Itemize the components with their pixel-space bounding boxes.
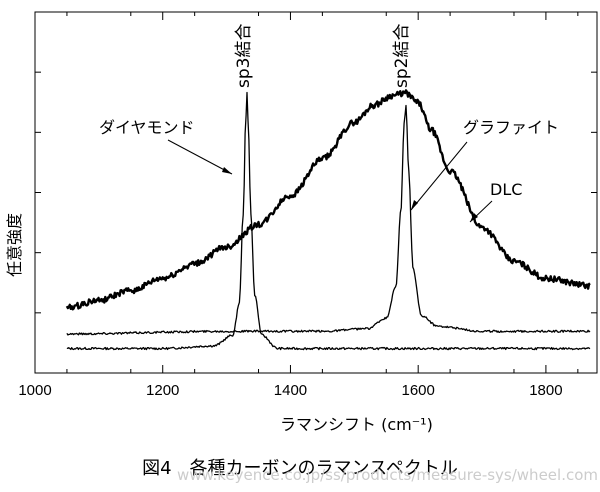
x-axis-label: ラマンシフト (cm⁻¹): [280, 415, 433, 434]
watermark: www.keyence.co.jp/ss/products/measure-sy…: [177, 466, 598, 484]
figure-caption: 図4 各種カーボンのラマンスペクトル: [142, 458, 458, 479]
diamond-arrowhead: [222, 167, 232, 174]
y-axis-label: 任意強度: [5, 213, 24, 277]
x-tick-label: 1000: [18, 382, 51, 399]
axis-labels: ラマンシフト (cm⁻¹) 任意強度: [5, 213, 433, 434]
x-tick-label: 1800: [529, 382, 562, 399]
diamond-label: ダイヤモンド: [99, 118, 195, 137]
series-lines: [65, 89, 591, 351]
dlc-label: DLC: [490, 180, 522, 199]
series-line-2: [66, 104, 591, 336]
series-line-3: [65, 89, 591, 311]
annotations: sp3結合 sp2結合 ダイヤモンド グラファイト DLC: [99, 24, 559, 223]
sp3-bond-label: sp3結合: [234, 24, 254, 88]
x-tick-label: 1200: [146, 382, 179, 399]
dlc-arrowhead: [470, 213, 478, 222]
x-tick-label: 1400: [274, 382, 307, 399]
series-line-1: [66, 91, 591, 351]
graphite-arrowhead: [411, 200, 418, 210]
sp2-bond-label: sp2結合: [392, 24, 412, 88]
diamond-pointer: [167, 139, 233, 175]
axis-ticks: 1000 1200 1400 1600 1800: [18, 11, 597, 399]
graphite-label: グラファイト: [463, 118, 559, 137]
x-tick-label: 1600: [401, 382, 434, 399]
graphite-pointer: [410, 141, 468, 211]
